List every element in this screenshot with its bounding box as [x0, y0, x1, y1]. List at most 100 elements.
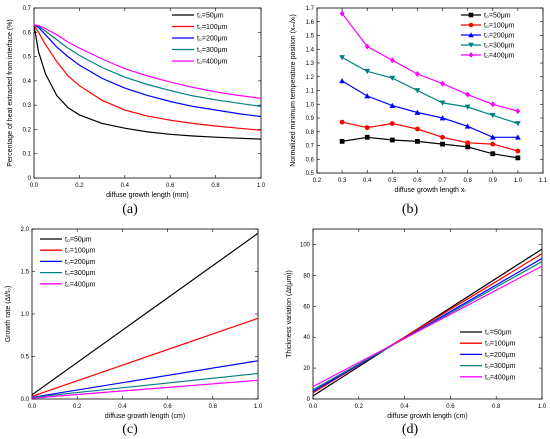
- x-tick-label: 0.4: [121, 183, 130, 189]
- y-tick-label: 80: [303, 273, 310, 279]
- y-axis-label: Thickness variation (Δt(μm)): [286, 270, 293, 358]
- x-tick-label: 1.0: [254, 404, 263, 410]
- x-tick-label: 1.0: [257, 183, 266, 189]
- y-axis-label: Normalized minimum temperature position …: [290, 14, 297, 167]
- data-point: [364, 125, 370, 131]
- x-tick-label: 1.0: [538, 404, 547, 410]
- legend-label: t₀=100μm: [485, 341, 516, 348]
- legend-label: t₀=400μm: [197, 59, 228, 66]
- series-line-1: [313, 248, 542, 397]
- x-tick-label: 1.0: [514, 178, 523, 184]
- y-tick-label: 40: [303, 335, 310, 341]
- y-tick-label: 60: [303, 304, 310, 310]
- x-tick-label: 0.9: [489, 178, 498, 184]
- series-line-5: [313, 265, 542, 388]
- x-tick-label: 0.4: [118, 404, 127, 410]
- x-tick-label: 0.8: [209, 404, 218, 410]
- series-line-5: [32, 379, 258, 399]
- legend-label: t₀=300μm: [484, 43, 515, 50]
- series-line-3: [34, 24, 261, 118]
- data-point: [490, 151, 496, 157]
- panel-label-c: (c): [122, 422, 138, 437]
- panel-c-chart: 0.0 0.2 0.4 0.6 0.8 1.0 0.0 0.5 1.0 1.5 2.0 diffuse…: [5, 227, 263, 420]
- data-point: [464, 104, 471, 110]
- data-point: [339, 77, 346, 84]
- data-point: [465, 140, 471, 146]
- x-tick-label: 0.8: [492, 404, 501, 410]
- x-axis-label: diffuse growth length (cm): [387, 413, 467, 420]
- y-tick-label: 0.4: [23, 79, 32, 85]
- y-tick-label: 1.3: [306, 61, 315, 67]
- panel-b-chart: 0.2 0.3 0.4 0.5 0.6 0.7 0.8 0.9 1.0 1.1 0.5 0.6 0.7 0…: [290, 6, 548, 194]
- data-point: [389, 121, 395, 126]
- x-tick-label: 0.0: [309, 404, 318, 410]
- data-point: [339, 138, 345, 144]
- series-line-2: [32, 317, 258, 397]
- legend-label: t₀=200μm: [484, 33, 515, 40]
- data-point: [439, 100, 446, 106]
- y-tick-label: 0.0: [21, 397, 30, 403]
- series-line-1: [342, 136, 518, 159]
- x-tick-label: 0.6: [163, 404, 172, 410]
- x-tick-label: 1.1: [539, 178, 548, 184]
- x-tick-label: 0.3: [338, 178, 347, 184]
- data-point: [364, 43, 370, 50]
- data-point: [364, 68, 371, 75]
- legend-label: t₀=200μm: [65, 259, 96, 266]
- y-tick-label: 20: [303, 366, 310, 372]
- series-group: [32, 232, 258, 399]
- data-point: [415, 138, 420, 144]
- legend-label: t₀=50μm: [485, 330, 512, 337]
- y-tick-label: 0.1: [23, 152, 32, 158]
- panel-d-chart: 0.0 0.2 0.4 0.6 0.8 1.0 0 20 40 60 80 100 diffuse gr…: [286, 228, 547, 420]
- x-tick-label: 0.0: [28, 404, 37, 410]
- y-tick-label: 0.2: [23, 127, 32, 133]
- y-tick-label: 0.8: [306, 130, 315, 136]
- y-tick-label: 2.0: [21, 227, 30, 233]
- data-point: [389, 75, 396, 82]
- series-group: [339, 10, 521, 161]
- data-point: [514, 134, 521, 140]
- series-line-4: [341, 56, 519, 125]
- x-axis-label: diffuse growth length (cm): [105, 413, 185, 420]
- data-point: [440, 134, 445, 140]
- legend-label: t₀=200μm: [197, 36, 228, 43]
- data-point: [490, 141, 496, 147]
- series-line-5: [34, 24, 261, 99]
- y-axis-label: Percentage of heat extracted from interf…: [7, 19, 14, 166]
- x-tick-label: 0.2: [355, 404, 364, 410]
- data-point: [489, 112, 496, 119]
- data-point: [415, 71, 420, 77]
- data-point: [415, 126, 420, 132]
- x-tick-label: 0.6: [166, 183, 175, 189]
- legend-marker: [468, 12, 474, 18]
- series-line-1: [34, 24, 261, 140]
- y-tick-label: 0.3: [23, 103, 32, 109]
- x-tick-label: 0.7: [438, 178, 447, 184]
- y-tick-label: 1.5: [21, 270, 30, 276]
- y-tick-label: 1.2: [306, 75, 315, 81]
- legend-marker: [468, 42, 474, 48]
- x-tick-label: 0.6: [413, 178, 422, 184]
- data-point: [464, 123, 471, 129]
- data-point: [489, 134, 496, 140]
- y-axis-label: Growth rate (Δt/t₀): [5, 286, 12, 343]
- y-tick-label: 0.6: [23, 30, 32, 36]
- x-axis-label: diffuse growth length xₗ: [394, 187, 465, 194]
- y-tick-label: 1.6: [306, 20, 315, 26]
- panel-label-d: (d): [402, 422, 419, 437]
- panel-a-chart: 0.0 0.2 0.4 0.6 0.8 1.0 0 0.1 0.2 0.3 0.4 0.5 0.6 0.7…: [7, 6, 266, 199]
- legend-marker: [468, 52, 474, 58]
- legend-label: t₀=300μm: [197, 47, 228, 54]
- y-tick-label: 1.7: [306, 6, 315, 12]
- data-point: [389, 137, 395, 143]
- y-tick-label: 1.0: [21, 312, 30, 318]
- y-tick-label: 0.5: [23, 55, 32, 61]
- x-tick-label: 0.8: [211, 183, 220, 189]
- series-line-2: [341, 121, 519, 152]
- series-line-4: [34, 24, 261, 107]
- y-tick-label: 0.5: [306, 171, 315, 177]
- data-point: [339, 55, 346, 61]
- data-point: [440, 80, 445, 87]
